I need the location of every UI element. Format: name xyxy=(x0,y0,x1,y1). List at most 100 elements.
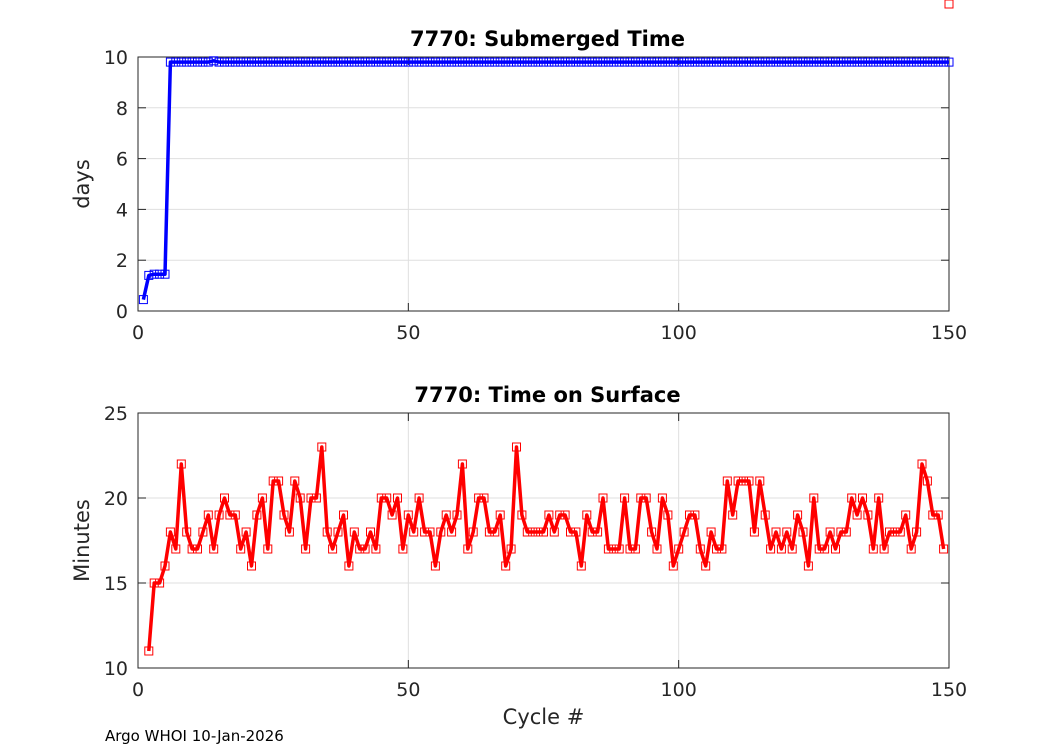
data-point xyxy=(366,57,375,67)
data-point xyxy=(760,510,770,520)
data-point xyxy=(501,561,511,571)
data-point xyxy=(371,544,381,554)
data-point xyxy=(593,57,603,67)
data-point xyxy=(831,57,840,67)
data-point xyxy=(868,544,878,554)
data-point xyxy=(322,57,332,67)
data-point xyxy=(393,57,402,67)
data-point xyxy=(858,493,867,503)
data-point xyxy=(263,57,273,67)
y-tick-label: 15 xyxy=(104,573,128,595)
data-point xyxy=(182,57,192,67)
data-point xyxy=(328,57,338,67)
data-point xyxy=(160,269,170,279)
data-point xyxy=(366,527,375,537)
data-point xyxy=(463,544,473,554)
y-tick-label: 2 xyxy=(116,250,128,272)
data-point xyxy=(209,544,219,554)
data-point xyxy=(814,544,824,554)
data-point xyxy=(917,57,927,67)
data-point xyxy=(155,578,165,588)
data-point xyxy=(944,57,954,67)
data-point xyxy=(663,57,673,67)
data-point xyxy=(749,527,759,537)
y-tick-label: 4 xyxy=(116,199,128,221)
data-point xyxy=(944,0,954,9)
data-point xyxy=(506,57,516,67)
data-point xyxy=(274,57,284,67)
data-point xyxy=(306,493,316,503)
data-point xyxy=(555,510,565,520)
data-point xyxy=(522,57,532,67)
footer-credit: Argo WHOI 10-Jan-2026 xyxy=(105,727,284,745)
x-tick-label: 150 xyxy=(931,679,967,701)
y-tick-label: 25 xyxy=(104,403,128,425)
data-point xyxy=(203,57,213,67)
data-point xyxy=(620,493,630,503)
data-point xyxy=(809,493,819,503)
data-point xyxy=(587,57,597,67)
data-point xyxy=(836,57,846,67)
data-point xyxy=(847,493,857,503)
plot-area xyxy=(137,412,950,669)
data-point xyxy=(187,544,197,554)
data-point xyxy=(885,57,894,67)
plot-frame xyxy=(137,412,950,669)
data-point xyxy=(420,57,430,67)
data-point xyxy=(220,57,229,67)
data-point xyxy=(874,57,884,67)
data-point xyxy=(933,510,943,520)
data-point xyxy=(922,57,932,67)
data-point xyxy=(647,527,657,537)
data-point xyxy=(457,57,467,67)
data-point xyxy=(301,544,311,554)
data-point xyxy=(793,510,803,520)
data-point xyxy=(787,57,797,67)
data-point xyxy=(712,544,721,554)
data-point xyxy=(771,57,781,67)
data-point xyxy=(798,527,808,537)
data-point xyxy=(744,476,754,486)
data-point xyxy=(230,510,240,520)
plot-frame xyxy=(137,56,950,312)
data-point xyxy=(214,57,224,67)
data-point xyxy=(939,544,949,554)
data-point xyxy=(436,57,446,67)
data-point xyxy=(290,57,300,67)
data-point xyxy=(668,57,678,67)
data-point xyxy=(820,544,830,554)
data-point xyxy=(301,57,311,67)
data-point xyxy=(252,57,262,67)
data-point xyxy=(165,527,175,537)
data-point xyxy=(528,527,538,537)
y-axis-label: Minutes xyxy=(70,499,94,582)
data-point xyxy=(452,510,462,520)
data-point xyxy=(333,527,343,537)
series-line xyxy=(147,445,946,652)
data-point xyxy=(474,493,484,503)
data-point xyxy=(766,544,776,554)
data-point xyxy=(695,544,705,554)
data-point xyxy=(230,57,240,67)
data-point xyxy=(409,57,419,67)
data-point xyxy=(890,57,900,67)
data-point xyxy=(463,57,473,67)
data-point xyxy=(479,57,489,67)
data-point xyxy=(284,57,294,67)
data-point xyxy=(641,493,651,503)
data-point xyxy=(241,527,251,537)
plot-area xyxy=(137,56,950,312)
data-point xyxy=(241,57,251,67)
data-point xyxy=(933,57,943,67)
data-point xyxy=(339,57,348,67)
data-point xyxy=(371,57,381,67)
data-point xyxy=(290,476,300,486)
data-point xyxy=(457,459,467,469)
data-point xyxy=(733,57,743,67)
data-point xyxy=(814,57,824,67)
data-point xyxy=(663,510,673,520)
data-point xyxy=(847,57,857,67)
chart-title: 7770: Submerged Time xyxy=(410,27,685,51)
data-point xyxy=(928,57,938,67)
